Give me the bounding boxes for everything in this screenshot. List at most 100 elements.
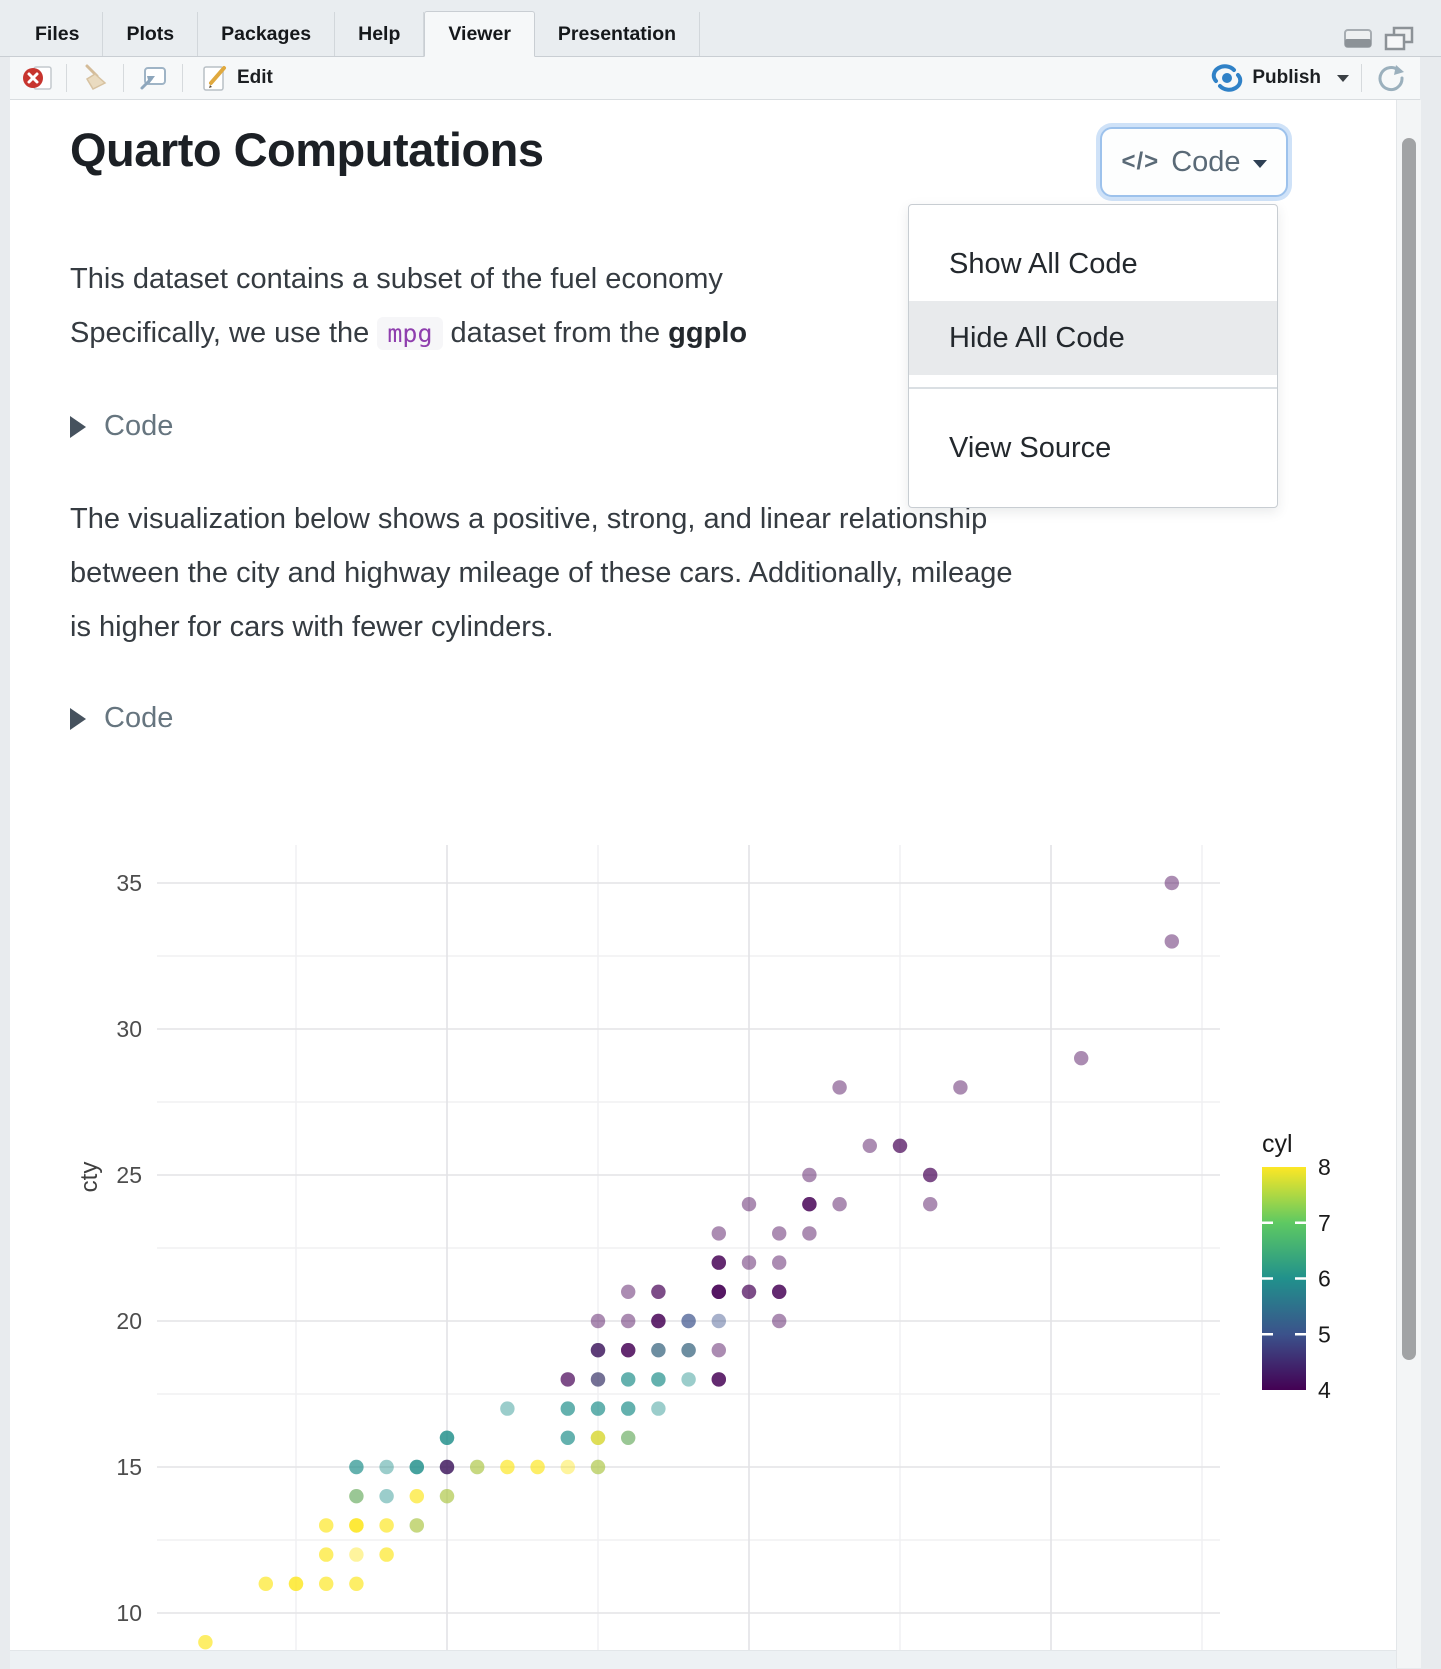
data-point: [439, 1430, 455, 1445]
publish-button[interactable]: Publish: [1206, 62, 1325, 94]
data-point: [832, 1080, 847, 1095]
legend-tick-label: 8: [1318, 1154, 1331, 1180]
edit-button[interactable]: Edit: [195, 61, 277, 95]
code-fold-label: Code: [104, 702, 174, 734]
data-point: [621, 1343, 636, 1358]
data-point: [711, 1313, 726, 1329]
legend-tick-label: 5: [1318, 1321, 1331, 1347]
data-point: [621, 1372, 636, 1387]
data-point: [500, 1459, 515, 1475]
viewer-bottom-strip: [10, 1650, 1396, 1669]
data-point: [651, 1284, 666, 1299]
menu-item-view-source[interactable]: View Source: [949, 432, 1112, 464]
scrollbar[interactable]: [1396, 100, 1421, 1668]
minimize-icon[interactable]: [1343, 28, 1373, 50]
intro-line2-text: Specifically, we use the: [70, 317, 378, 349]
data-point: [379, 1547, 394, 1562]
code-menu-button[interactable]: </> Code: [1100, 127, 1288, 197]
maximize-icon[interactable]: [1383, 26, 1415, 52]
data-point: [621, 1313, 636, 1329]
data-point: [711, 1284, 726, 1299]
code-icon: </>: [1121, 148, 1160, 175]
data-point: [319, 1547, 334, 1562]
data-point: [681, 1372, 696, 1387]
tab-plots[interactable]: Plots: [103, 12, 199, 56]
legend-title: cyl: [1262, 1130, 1293, 1158]
data-point: [772, 1226, 787, 1241]
tab-help[interactable]: Help: [335, 12, 425, 56]
tab-strip: Files Plots Packages Help Viewer Presentation: [12, 0, 701, 57]
refresh-icon[interactable]: [1374, 62, 1408, 94]
y-axis-title: cty: [76, 1162, 103, 1193]
data-point: [590, 1372, 606, 1387]
edit-pencil-icon: [203, 66, 226, 91]
data-point: [711, 1255, 726, 1270]
code-dropdown-menu: Show All Code Hide All Code View Source: [908, 204, 1278, 508]
broom-icon[interactable]: [79, 63, 111, 93]
data-point: [349, 1518, 364, 1533]
data-point: [621, 1430, 636, 1445]
data-point: [651, 1313, 666, 1329]
publish-label: Publish: [1252, 67, 1321, 88]
data-point: [651, 1313, 666, 1329]
y-axis-tick-labels: 10 15 20 25 30 35: [116, 870, 142, 1626]
data-point: [590, 1401, 606, 1416]
toolbar-separator: [1361, 64, 1362, 92]
data-point: [590, 1459, 606, 1475]
data-point: [741, 1284, 757, 1299]
data-point: [349, 1489, 364, 1504]
data-point: [590, 1372, 606, 1387]
edit-label: Edit: [237, 67, 273, 88]
plot-points: [198, 875, 1180, 1650]
data-point: [772, 1284, 787, 1299]
data-point: [651, 1343, 666, 1358]
intro-line-1: This dataset contains a subset of the fu…: [70, 263, 723, 295]
data-point: [560, 1430, 575, 1445]
data-point: [288, 1576, 304, 1591]
page-title: Quarto Computations: [70, 123, 544, 176]
legend-tick-label: 6: [1318, 1266, 1331, 1292]
data-point: [621, 1401, 636, 1416]
data-point: [621, 1372, 636, 1387]
chevron-down-icon: [1252, 160, 1267, 168]
menu-item-show-all-code[interactable]: Show All Code: [949, 248, 1138, 280]
legend-tick-labels: 8 7 6 5 4: [1262, 1154, 1331, 1403]
tab-files[interactable]: Files: [12, 12, 104, 56]
stop-icon[interactable]: [22, 63, 54, 93]
data-point: [651, 1372, 666, 1387]
code-fold-2[interactable]: Code: [70, 702, 173, 735]
data-point: [1164, 934, 1180, 949]
code-fold-1[interactable]: Code: [70, 410, 173, 443]
data-point: [560, 1372, 575, 1387]
tab-presentation[interactable]: Presentation: [535, 12, 701, 56]
data-point: [711, 1343, 726, 1358]
data-point: [560, 1372, 575, 1387]
data-point: [621, 1343, 636, 1358]
menu-separator: [909, 387, 1277, 389]
data-point: [651, 1313, 666, 1329]
data-point: [772, 1313, 787, 1329]
data-point: [711, 1255, 726, 1270]
tab-packages[interactable]: Packages: [198, 12, 336, 56]
data-point: [379, 1518, 394, 1533]
data-point: [560, 1401, 575, 1416]
data-point: [258, 1576, 273, 1591]
intro-paragraph: This dataset contains a subset of the fu…: [70, 252, 747, 361]
code-button-label: Code: [1171, 145, 1241, 178]
menu-item-hide-all-code[interactable]: Hide All Code: [909, 301, 1277, 375]
publish-caret-icon[interactable]: [1337, 74, 1349, 82]
data-point: [651, 1372, 666, 1387]
data-point: [651, 1343, 666, 1358]
data-point: [953, 1080, 968, 1095]
popout-icon[interactable]: [136, 63, 170, 93]
data-point: [379, 1489, 394, 1504]
scrollbar-thumb[interactable]: [1402, 138, 1416, 1360]
data-point: [409, 1489, 424, 1504]
body-line-2: between the city and highway mileage of …: [70, 557, 1013, 589]
data-point: [590, 1343, 606, 1358]
legend-tick-label: 7: [1318, 1210, 1331, 1236]
triangle-right-icon: [70, 707, 86, 730]
tab-viewer[interactable]: Viewer: [424, 11, 535, 57]
data-point: [651, 1401, 666, 1416]
data-point: [741, 1284, 757, 1299]
